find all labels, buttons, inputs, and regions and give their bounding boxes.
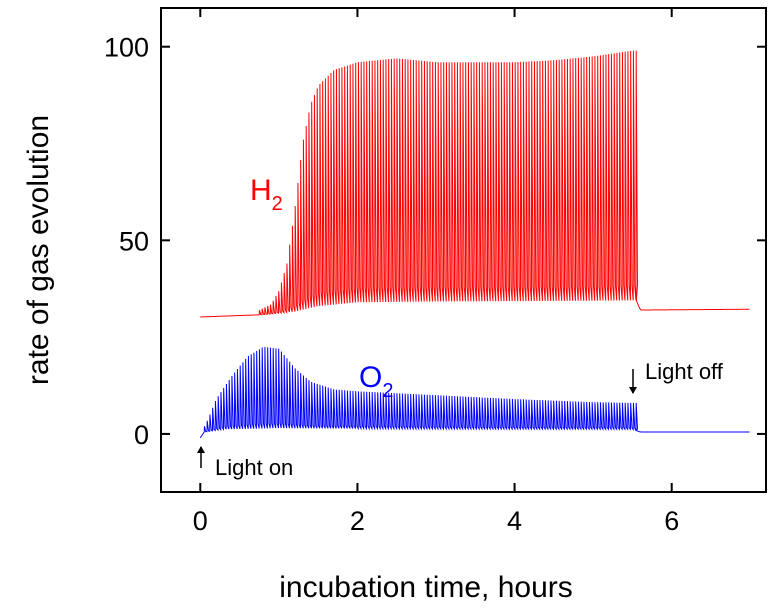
light-on-arrowhead: [197, 446, 205, 453]
series-line-o2: [199, 346, 750, 439]
series-label-o2-main: O: [359, 361, 382, 394]
axis-ticks: 0 2 4 6 0 50 100: [104, 8, 766, 536]
series-label-h2: H2: [250, 174, 283, 215]
series-label-h2-main: H: [250, 174, 272, 207]
x-axis-label: incubation time, hours: [279, 571, 573, 604]
y-tick-label: 100: [104, 33, 149, 63]
light-off-label: Light off: [645, 359, 724, 384]
y-tick-label: 0: [134, 420, 149, 450]
series-label-o2-sub: 2: [382, 380, 393, 402]
plot-series: [199, 50, 750, 439]
annotation-light-off: Light off: [629, 359, 724, 394]
y-axis-title: rate of gas evolution: [22, 115, 55, 385]
series-label-h2-sub: 2: [272, 193, 283, 215]
x-tick-label: 4: [507, 506, 522, 536]
x-tick-label: 6: [664, 506, 679, 536]
x-tick-label: 0: [193, 506, 208, 536]
x-tick-label: 2: [350, 506, 365, 536]
series-line-h2: [200, 50, 750, 318]
y-axis-label: rate of gas evolution: [22, 115, 55, 385]
y-tick-label: 50: [119, 226, 149, 256]
plot-frame: [160, 7, 767, 493]
light-on-label: Light on: [215, 455, 293, 480]
annotation-light-on: Light on: [197, 446, 293, 480]
light-off-arrowhead: [629, 387, 637, 394]
series-label-o2: O2: [359, 361, 393, 402]
